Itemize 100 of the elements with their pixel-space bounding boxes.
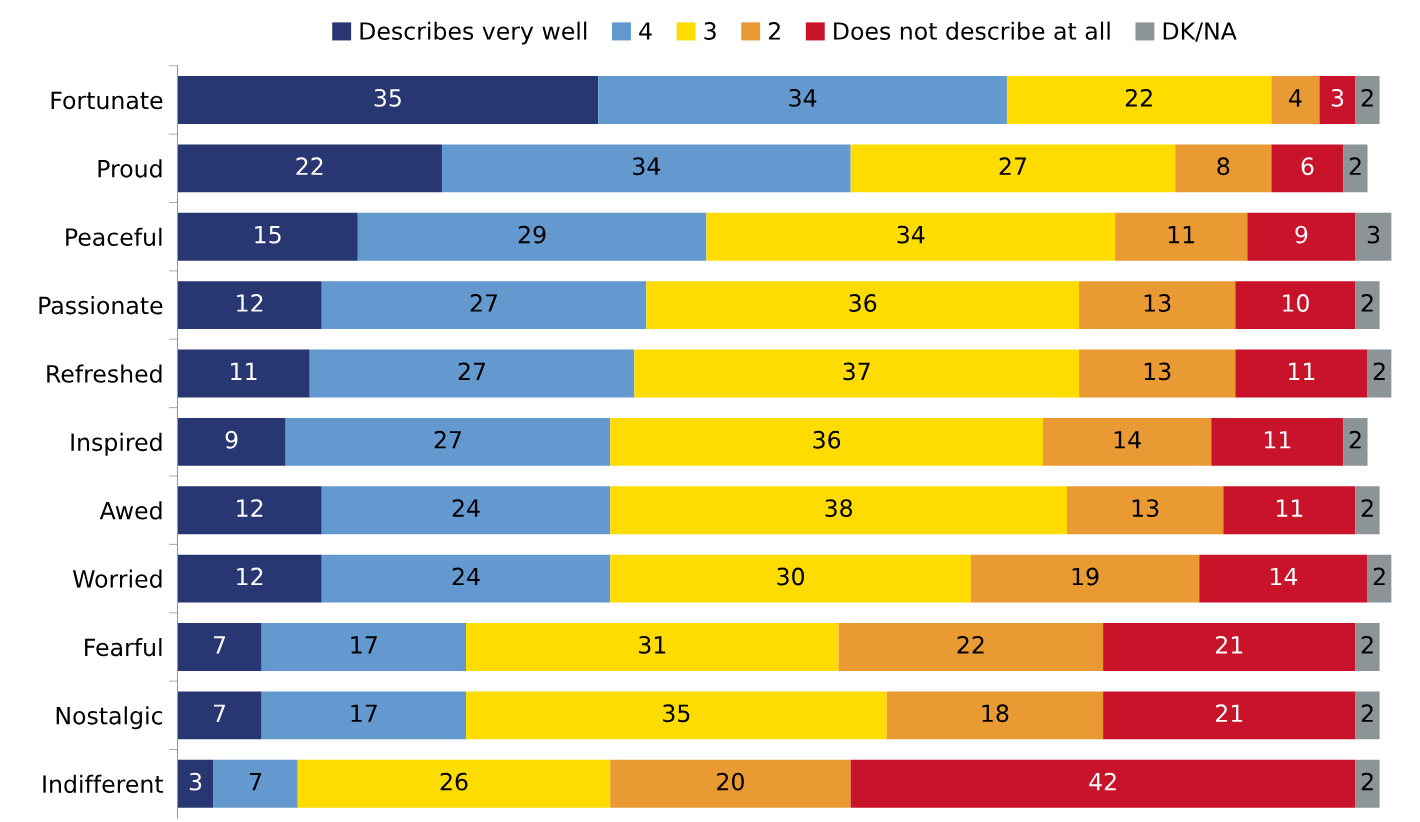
bar [610, 759, 851, 808]
data-label: 21 [1216, 635, 1243, 654]
bar [1355, 623, 1380, 671]
data-label: 14 [1270, 567, 1298, 586]
y-tick-label: Awed [99, 501, 162, 520]
bar [1343, 417, 1368, 466]
data-label: 24 [452, 499, 480, 517]
data-label: 27 [470, 294, 498, 312]
bar [213, 759, 298, 808]
bar [646, 281, 1080, 330]
data-label: 35 [663, 704, 690, 723]
data-label: 36 [813, 430, 841, 449]
data-label: 2 [1361, 499, 1373, 517]
data-label: 12 [237, 294, 263, 312]
bar [177, 554, 322, 603]
bar [1271, 76, 1320, 124]
data-label: 27 [434, 430, 461, 449]
data-label: 12 [237, 567, 263, 586]
data-label: 4 [1289, 89, 1302, 107]
data-label: 27 [458, 362, 486, 380]
bar [1067, 486, 1224, 535]
legend-label: DK/NA [1163, 22, 1237, 42]
data-label: 2 [1361, 294, 1373, 312]
bar [1223, 486, 1356, 535]
y-tick-label: Passionate [39, 296, 163, 315]
data-label: 31 [639, 635, 666, 654]
data-label: 11 [1276, 499, 1303, 517]
data-label: 2 [1373, 567, 1385, 586]
bar [1043, 417, 1212, 466]
bar [850, 759, 1356, 808]
bar [177, 691, 262, 740]
bar [598, 76, 1007, 124]
data-label: 38 [825, 499, 853, 518]
data-label: 2 [1349, 430, 1361, 449]
data-label: 2 [1361, 704, 1373, 722]
bar [1175, 144, 1272, 193]
bar [177, 623, 262, 671]
data-label: 7 [250, 773, 262, 791]
data-label: 3 [189, 772, 202, 791]
bar [1355, 691, 1380, 740]
bar [1079, 349, 1236, 398]
bar [321, 281, 647, 330]
bar [970, 554, 1200, 603]
data-label: 19 [1072, 567, 1099, 586]
bar [321, 486, 611, 535]
data-label: 22 [957, 635, 984, 654]
bar [1271, 144, 1344, 193]
bar [1235, 281, 1356, 330]
y-tick-label: Inspired [71, 432, 162, 456]
data-label: 2 [1361, 635, 1373, 654]
data-label: 13 [1132, 499, 1159, 518]
data-label: 7 [214, 636, 226, 654]
bar [1211, 417, 1344, 466]
bar [850, 144, 1176, 193]
data-label: 20 [717, 772, 744, 791]
data-label: 8 [1217, 157, 1230, 176]
data-label: 10 [1283, 294, 1309, 312]
data-label: 22 [1125, 88, 1152, 107]
bar [1103, 691, 1356, 740]
data-label: 11 [1168, 226, 1195, 244]
y-tick-label: Proud [98, 159, 162, 178]
data-label: 7 [214, 704, 226, 722]
data-label: 11 [1264, 431, 1291, 449]
y-tick-label: Indifferent [43, 774, 164, 794]
bar [1079, 281, 1236, 330]
data-label: 34 [633, 157, 661, 176]
data-label: 11 [231, 362, 257, 380]
bar [1355, 281, 1380, 330]
data-label: 2 [1349, 157, 1361, 175]
bar [886, 691, 1104, 740]
bar [441, 144, 851, 193]
bar [1199, 554, 1368, 603]
bar [177, 144, 442, 193]
data-label: 35 [374, 88, 401, 107]
bar [1355, 486, 1380, 535]
data-label: 18 [982, 704, 1009, 723]
y-tick-label: Peaceful [66, 227, 162, 246]
y-tick-label: Refreshed [47, 364, 162, 383]
bar [1355, 76, 1380, 124]
data-label: 17 [351, 636, 377, 654]
data-label: 6 [1301, 157, 1314, 176]
bar [321, 554, 611, 603]
bar [1006, 76, 1272, 124]
legend-label: Does not describe at all [834, 21, 1110, 40]
bar [177, 212, 358, 261]
bar [1355, 212, 1392, 261]
bar [357, 212, 707, 261]
data-label: 11 [1289, 362, 1315, 380]
bar [1235, 349, 1368, 398]
data-label: 9 [225, 430, 238, 449]
bar [466, 623, 839, 671]
bar [177, 486, 322, 535]
data-label: 29 [518, 225, 546, 244]
bar [610, 417, 1043, 466]
data-label: 26 [440, 772, 468, 791]
bar [177, 759, 214, 808]
data-label: 3 [1331, 88, 1344, 107]
bar [309, 349, 635, 398]
bar [297, 759, 611, 808]
bar [1319, 76, 1356, 124]
